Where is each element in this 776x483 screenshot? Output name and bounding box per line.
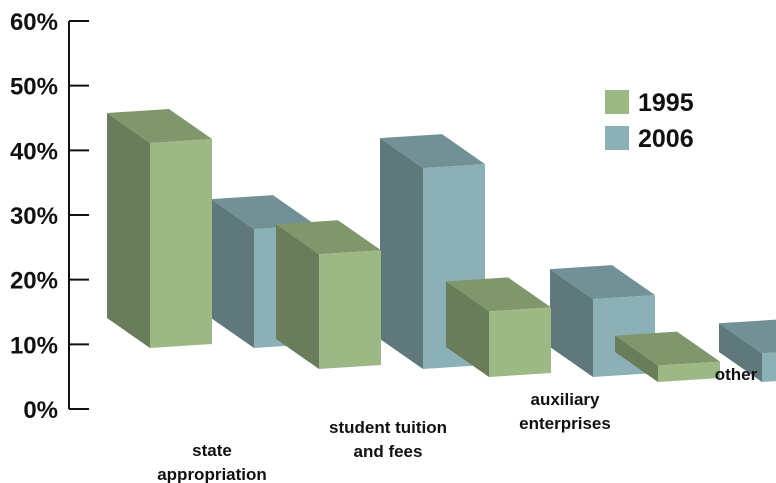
bar-front-1995-0 [150, 139, 212, 348]
bar-side-1995-3 [615, 335, 658, 382]
legend-swatch-1995 [605, 90, 629, 114]
bar-side-1995-1 [276, 224, 319, 369]
category-label: enterprises [519, 414, 611, 433]
legend-label: 2006 [638, 125, 694, 153]
y-tick-label: 60% [10, 9, 58, 36]
y-axis-ticks: 0% 10% 20% 30% 40% 50% 60% [10, 9, 89, 424]
y-tick-label: 50% [10, 74, 58, 101]
bars-layer [107, 109, 776, 382]
bar-side-1995-0 [107, 113, 150, 348]
category-label: appropriation [157, 465, 267, 483]
bar-side-2006-1 [380, 138, 423, 369]
bar-side-2006-0 [211, 199, 254, 348]
y-tick-label: 0% [23, 397, 58, 424]
legend: 1995 2006 [605, 89, 694, 153]
bar-top-1995-3 [615, 331, 720, 366]
bar-top-2006-2 [550, 265, 655, 300]
category-label: auxiliary [531, 390, 601, 409]
bar-side-2006-3 [719, 323, 762, 382]
bar-top-2006-0 [211, 195, 316, 230]
bar-side-1995-2 [446, 281, 489, 377]
y-tick-label: 10% [10, 332, 58, 359]
category-labels: state appropriation student tuition and fee… [157, 365, 757, 483]
bar-front-1995-1 [319, 250, 381, 369]
bar-top-2006-3 [719, 319, 776, 354]
category-label: student tuition [329, 418, 447, 437]
category-label: state [192, 441, 232, 460]
y-tick-label: 40% [10, 138, 58, 165]
bar-top-1995-0 [107, 109, 212, 143]
category-label: and fees [354, 442, 423, 461]
legend-swatch-2006 [605, 126, 629, 150]
y-tick-label: 20% [10, 268, 58, 295]
bar-top-1995-2 [446, 277, 551, 312]
bar-side-2006-2 [550, 269, 593, 377]
category-label: other [715, 365, 758, 384]
legend-label: 1995 [638, 89, 694, 117]
bar-front-1995-2 [489, 307, 551, 377]
bar-top-1995-1 [276, 220, 381, 255]
bar-front-2006-3 [762, 352, 776, 382]
bar-front-1995-3 [658, 361, 720, 382]
bar-top-2006-1 [380, 134, 485, 169]
y-tick-label: 30% [10, 203, 58, 230]
